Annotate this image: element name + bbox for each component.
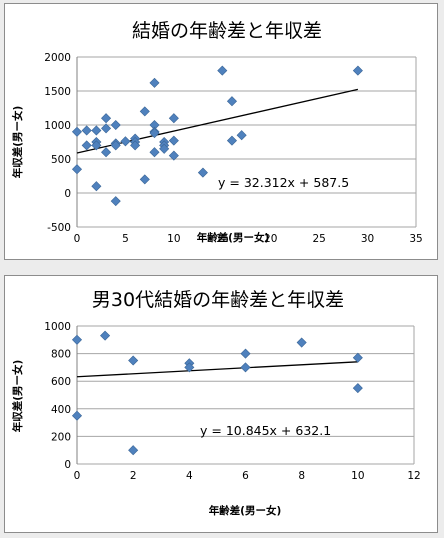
data-point — [168, 150, 179, 161]
data-point — [101, 123, 112, 134]
y-tick-label: 600 — [51, 376, 71, 388]
y-tick-label: -500 — [47, 222, 71, 234]
y-tick-label: 0 — [64, 459, 71, 471]
y-tick-label: 800 — [51, 349, 71, 361]
data-point — [139, 106, 150, 117]
data-point — [168, 113, 179, 124]
data-point — [352, 352, 363, 363]
data-point — [159, 143, 170, 154]
x-tick-label: 15 — [216, 233, 229, 245]
y-tick-label: 0 — [64, 188, 71, 200]
y-tick-label: 400 — [51, 404, 71, 416]
y-tick-label: 2000 — [44, 52, 71, 64]
chart-panel-1: 結婚の年齢差と年収差 2000 1500 1000 500 0 -500 0 5 10 15 20 2… — [4, 3, 438, 260]
data-point — [226, 135, 237, 146]
data-point — [240, 348, 251, 359]
data-point — [149, 147, 160, 158]
data-point — [240, 362, 251, 373]
x-tick-label: 20 — [264, 233, 277, 245]
chart-title: 男30代結婚の年齢差と年収差 — [92, 289, 344, 311]
x-tick-label: 0 — [74, 233, 81, 245]
data-point — [100, 330, 111, 341]
data-point — [226, 96, 237, 107]
data-point — [71, 410, 83, 421]
x-axis-label: 年齢差(男ー女) — [209, 504, 282, 517]
x-tick-label: 25 — [312, 233, 325, 245]
data-point — [110, 140, 121, 151]
x-tick-label: 12 — [407, 470, 420, 482]
data-point — [197, 167, 208, 178]
data-point — [352, 65, 363, 76]
data-point — [101, 147, 112, 158]
data-point — [81, 140, 92, 151]
data-point — [149, 128, 160, 139]
x-axis-label: 年齢差(男ー女) — [197, 231, 270, 244]
data-point — [71, 334, 83, 345]
chart-panel-2: 男30代結婚の年齢差と年収差 1000 800 600 400 200 0 0 2 4 6 8 10 1… — [4, 275, 438, 533]
x-tick-label: 6 — [242, 470, 249, 482]
data-point — [128, 445, 139, 456]
data-point — [110, 119, 121, 131]
y-tick-label: 1500 — [44, 86, 71, 98]
y-tick-label: 200 — [51, 431, 71, 443]
x-tick-label: 10 — [167, 233, 180, 245]
data-point — [236, 130, 247, 141]
x-tick-label: 0 — [74, 470, 81, 482]
data-point — [184, 362, 195, 373]
x-tick-label: 4 — [186, 470, 193, 482]
data-point — [149, 77, 160, 88]
data-point — [91, 181, 102, 192]
data-point — [81, 125, 92, 136]
y-axis-label: 年収差(男ー女) — [11, 360, 24, 433]
x-tick-label: 10 — [351, 470, 364, 482]
data-point — [91, 140, 102, 151]
y-tick-label: 500 — [51, 154, 71, 166]
data-point — [101, 113, 112, 124]
y-tick-label: 1000 — [44, 321, 71, 333]
y-tick-label: 1000 — [44, 120, 71, 132]
x-tick-label: 2 — [130, 470, 137, 482]
trendline — [76, 361, 358, 378]
trend-equation: y = 32.312x + 587.5 — [218, 175, 349, 190]
data-point — [110, 196, 121, 207]
chart-2: 男30代結婚の年齢差と年収差 1000 800 600 400 200 00 2 4 6 8 10 1… — [11, 289, 421, 517]
trend-equation: y = 10.845x + 632.1 — [200, 423, 331, 438]
data-point — [128, 355, 139, 366]
data-point — [120, 136, 131, 147]
x-tick-label: 30 — [361, 233, 374, 245]
data-point — [91, 125, 102, 136]
x-tick-label: 8 — [298, 470, 305, 482]
data-point — [71, 126, 83, 137]
data-point — [168, 135, 179, 146]
x-tick-label: 5 — [122, 233, 129, 245]
data-point — [139, 174, 150, 185]
data-point — [71, 164, 83, 175]
data-point — [352, 383, 363, 394]
data-point — [130, 140, 141, 151]
x-tick-label: 35 — [409, 233, 422, 245]
chart-title: 結婚の年齢差と年収差 — [132, 20, 322, 42]
y-axis-label: 年収差(男ー女) — [11, 106, 24, 179]
data-point — [296, 337, 307, 348]
data-point — [217, 65, 228, 76]
